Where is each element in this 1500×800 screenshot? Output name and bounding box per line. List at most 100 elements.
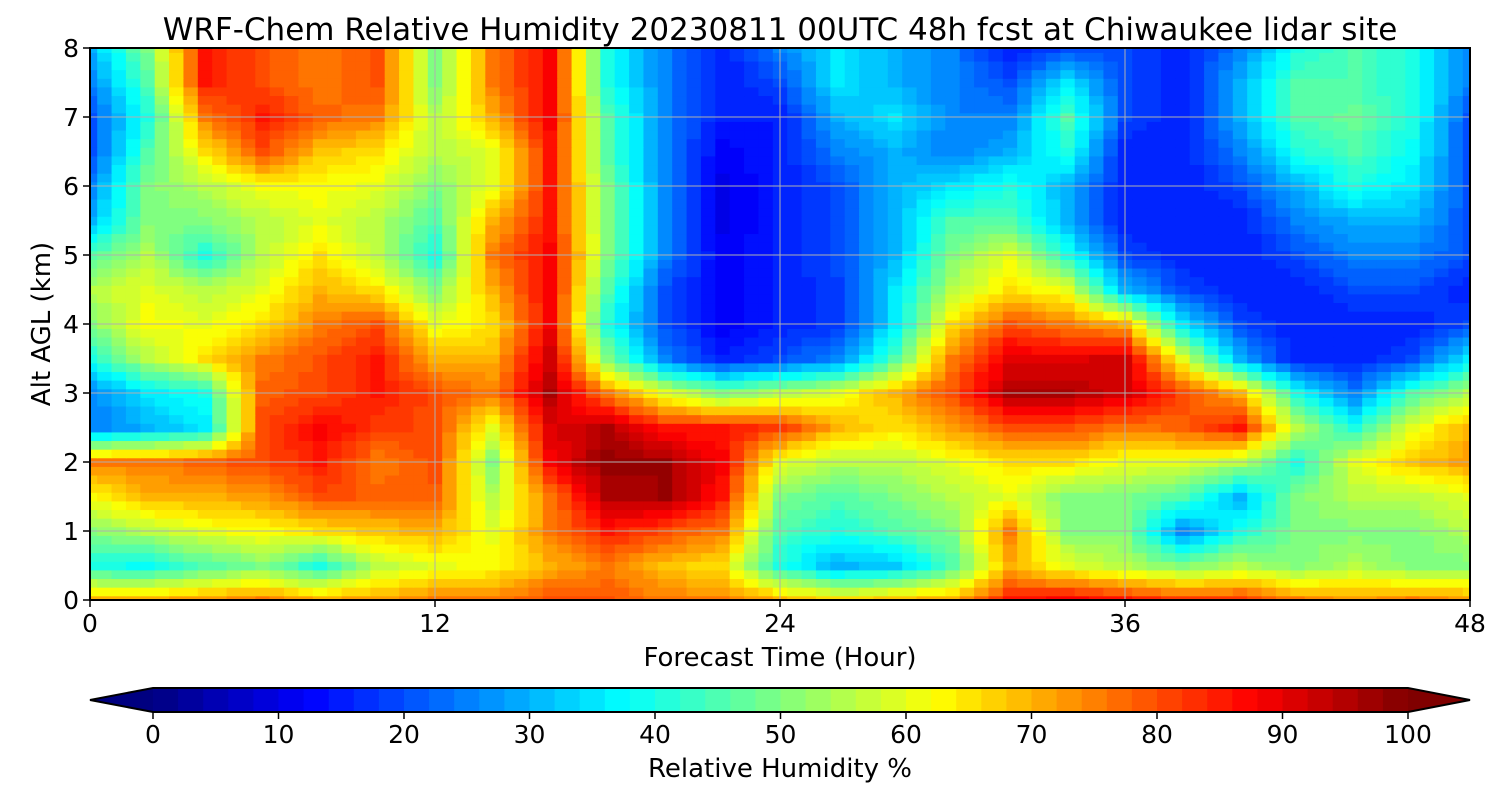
heatmap-cell: [614, 285, 630, 295]
heatmap-cell: [902, 207, 918, 217]
heatmap-cell: [269, 569, 285, 580]
heatmap-cell: [1390, 474, 1406, 485]
heatmap-cell: [758, 190, 774, 200]
heatmap-cell: [169, 440, 185, 450]
heatmap-cell: [399, 173, 415, 183]
heatmap-cell: [1390, 198, 1406, 209]
heatmap-cell: [1146, 293, 1162, 304]
heatmap-cell: [729, 431, 745, 442]
heatmap-cell: [327, 587, 343, 597]
heatmap-cell: [111, 500, 127, 511]
heatmap-cell: [90, 380, 98, 390]
heatmap-cell: [1146, 587, 1162, 597]
heatmap-cell: [1247, 233, 1263, 243]
heatmap-cell: [1232, 293, 1248, 304]
heatmap-cell: [1333, 328, 1349, 338]
heatmap-cell: [125, 569, 141, 580]
heatmap-cell: [614, 449, 630, 459]
heatmap-cell: [729, 552, 745, 562]
heatmap-cell: [413, 336, 429, 347]
heatmap-cell: [974, 595, 990, 600]
heatmap-cell: [945, 302, 961, 312]
heatmap-cell: [1045, 397, 1061, 407]
heatmap-cell: [930, 207, 946, 217]
heatmap-cell: [758, 302, 774, 312]
heatmap-cell: [1146, 328, 1162, 338]
heatmap-cell: [1434, 595, 1450, 600]
heatmap-cell: [614, 173, 630, 183]
heatmap-cell: [873, 259, 889, 269]
heatmap-cell: [499, 259, 515, 269]
heatmap-cell: [284, 440, 300, 450]
heatmap-cell: [873, 552, 889, 562]
heatmap-cell: [686, 276, 702, 286]
heatmap-cell: [571, 190, 587, 200]
heatmap-cell: [1347, 242, 1363, 252]
heatmap-cell: [514, 449, 530, 459]
heatmap-cell: [945, 276, 961, 286]
heatmap-cell: [787, 198, 803, 209]
heatmap-cell: [945, 414, 961, 424]
heatmap-cell: [212, 543, 228, 554]
heatmap-cell: [140, 362, 156, 373]
heatmap-cell: [442, 449, 458, 459]
heatmap-cell: [557, 311, 573, 321]
heatmap-cell: [90, 423, 98, 433]
heatmap-cell: [542, 587, 558, 597]
heatmap-cell: [327, 423, 343, 433]
heatmap-cell: [1074, 173, 1090, 183]
heatmap-cell: [1103, 578, 1119, 588]
heatmap-cell: [557, 595, 573, 600]
heatmap-cell: [729, 518, 745, 528]
heatmap-cell: [1002, 362, 1018, 373]
heatmap-cell: [930, 587, 946, 597]
heatmap-cell: [226, 155, 242, 166]
heatmap-cell: [212, 371, 228, 381]
heatmap-cell: [815, 414, 831, 424]
heatmap-cell: [715, 164, 731, 174]
heatmap-cell: [212, 440, 228, 450]
heatmap-cell: [154, 595, 170, 600]
heatmap-cell: [873, 276, 889, 286]
heatmap-cell: [1103, 311, 1119, 321]
heatmap-cell: [1175, 466, 1191, 476]
heatmap-cell: [1045, 345, 1061, 355]
heatmap-cell: [974, 440, 990, 450]
heatmap-cell: [255, 190, 271, 200]
heatmap-cell: [729, 328, 745, 338]
heatmap-cell: [1333, 509, 1349, 519]
heatmap-cell: [1103, 500, 1119, 511]
heatmap-cell: [355, 466, 371, 476]
heatmap-cell: [1362, 587, 1378, 597]
heatmap-cell: [90, 311, 98, 321]
heatmap-cell: [499, 414, 515, 424]
heatmap-cell: [1060, 440, 1076, 450]
heatmap-cell: [1189, 293, 1205, 304]
heatmap-cell: [1448, 500, 1464, 511]
heatmap-cell: [327, 483, 343, 493]
heatmap-cell: [1448, 405, 1464, 416]
heatmap-cell: [1132, 397, 1148, 407]
heatmap-cell: [499, 371, 515, 381]
heatmap-cell: [1419, 578, 1435, 588]
heatmap-cell: [183, 285, 199, 295]
heatmap-cell: [715, 569, 731, 580]
heatmap-cell: [169, 259, 185, 269]
heatmap-cell: [657, 345, 673, 355]
heatmap-cell: [744, 492, 760, 502]
heatmap-cell: [312, 354, 328, 364]
heatmap-cell: [1247, 518, 1263, 528]
heatmap-cell: [930, 302, 946, 312]
heatmap-cell: [485, 267, 501, 278]
heatmap-cell: [700, 492, 716, 502]
heatmap-cell: [1175, 328, 1191, 338]
heatmap-cell: [700, 423, 716, 433]
heatmap-cell: [1074, 431, 1090, 442]
heatmap-cell: [154, 518, 170, 528]
heatmap-cell: [959, 423, 975, 433]
heatmap-cell: [1132, 449, 1148, 459]
heatmap-cell: [240, 190, 256, 200]
heatmap-cell: [413, 449, 429, 459]
heatmap-cell: [269, 474, 285, 485]
heatmap-cell: [758, 431, 774, 442]
